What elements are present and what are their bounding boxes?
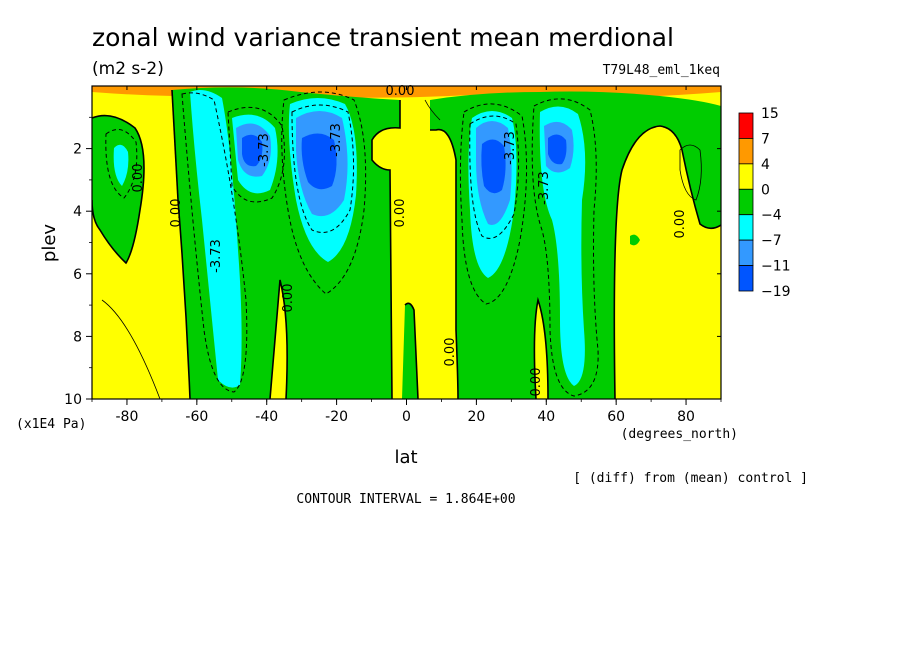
colorbar-label: 4 (761, 157, 770, 173)
colorbar-label: 7 (761, 131, 770, 147)
colorbar-swatch (738, 239, 754, 266)
chart-units: (m2 s-2) (92, 59, 164, 79)
contour-label: -3.73 (329, 123, 344, 157)
experiment-label: T79L48_eml_1keq (603, 63, 720, 78)
contour-labels: 0.00 0.00 0.00 0.00 0.00 0.00 0.00 0.00 … (131, 84, 688, 396)
colorbar-label: −19 (761, 284, 791, 300)
colorbar-swatch (738, 214, 754, 241)
colorbar-label: −7 (761, 233, 782, 249)
y-tick-label: 6 (73, 267, 82, 283)
x-tick-label: 60 (607, 409, 625, 425)
field-cyan-80s (113, 144, 129, 186)
contour-label: 0.00 (281, 284, 296, 313)
y-axis-units: (x1E4 Pa) (16, 417, 86, 432)
colorbar-label: 0 (761, 182, 770, 198)
colorbar-swatch (738, 138, 754, 165)
y-axis-label: plev (39, 224, 60, 263)
field-core-25n (481, 139, 506, 194)
x-tick-label: 80 (677, 409, 695, 425)
field-core-25s (301, 133, 337, 190)
colorbar-label: 15 (761, 106, 779, 122)
y-tick-label: 10 (64, 392, 82, 408)
contour-label: 0.00 (443, 338, 458, 367)
x-tick-label: 20 (467, 409, 485, 425)
field-cyan-60s (190, 90, 242, 388)
positive-contours (101, 99, 702, 399)
x-tick-label: -40 (255, 409, 278, 425)
colorbar-label: −4 (761, 208, 782, 224)
footer-note: [ (diff) from (mean) control ] (573, 471, 808, 486)
field-green-spot (630, 234, 640, 246)
x-tick-label: 40 (537, 409, 555, 425)
field-core-45s (242, 134, 263, 167)
zero-contours (92, 89, 721, 399)
x-tick-label: -80 (116, 409, 139, 425)
contour-label: 0.00 (131, 164, 146, 193)
x-axis: -80 -60 -40 -20 0 20 40 60 80 (91, 86, 722, 425)
contour-label: -3.73 (209, 239, 224, 273)
contour-label: -3.73 (537, 171, 552, 205)
contour-interval: CONTOUR INTERVAL = 1.864E+00 (296, 492, 515, 507)
x-tick-label: 0 (402, 409, 411, 425)
field-green-southpole (92, 115, 144, 264)
field-cyan-45n (539, 106, 586, 386)
field-core-45n (548, 134, 567, 165)
y-axis: 2 4 6 8 10 (64, 116, 721, 408)
chart-title: zonal wind variance transient mean merdi… (92, 23, 674, 52)
contour-field (92, 86, 721, 399)
x-tick-label: -20 (325, 409, 348, 425)
contour-label: 0.00 (393, 199, 408, 228)
contour-label: 0.00 (673, 210, 688, 239)
x-axis-units: (degrees_north) (621, 427, 738, 442)
contour-label: 0.00 (169, 199, 184, 228)
colorbar-swatch (738, 112, 754, 139)
contour-label: -3.73 (257, 133, 272, 167)
x-axis-label: lat (394, 447, 417, 468)
contour-label: 0.00 (529, 368, 544, 397)
colorbar: 15 7 4 0 −4 −7 −11 −19 (738, 106, 791, 300)
contour-label: 0.00 (386, 84, 415, 99)
colorbar-swatch (738, 163, 754, 190)
colorbar-swatch (738, 265, 754, 292)
negative-contours (105, 91, 599, 397)
colorbar-swatch (738, 188, 754, 216)
colorbar-label: −11 (761, 259, 791, 275)
contour-label: -3.73 (503, 131, 518, 165)
y-tick-label: 4 (73, 204, 82, 220)
y-tick-label: 2 (73, 142, 82, 158)
x-tick-label: -60 (185, 409, 208, 425)
y-tick-label: 8 (73, 329, 82, 345)
